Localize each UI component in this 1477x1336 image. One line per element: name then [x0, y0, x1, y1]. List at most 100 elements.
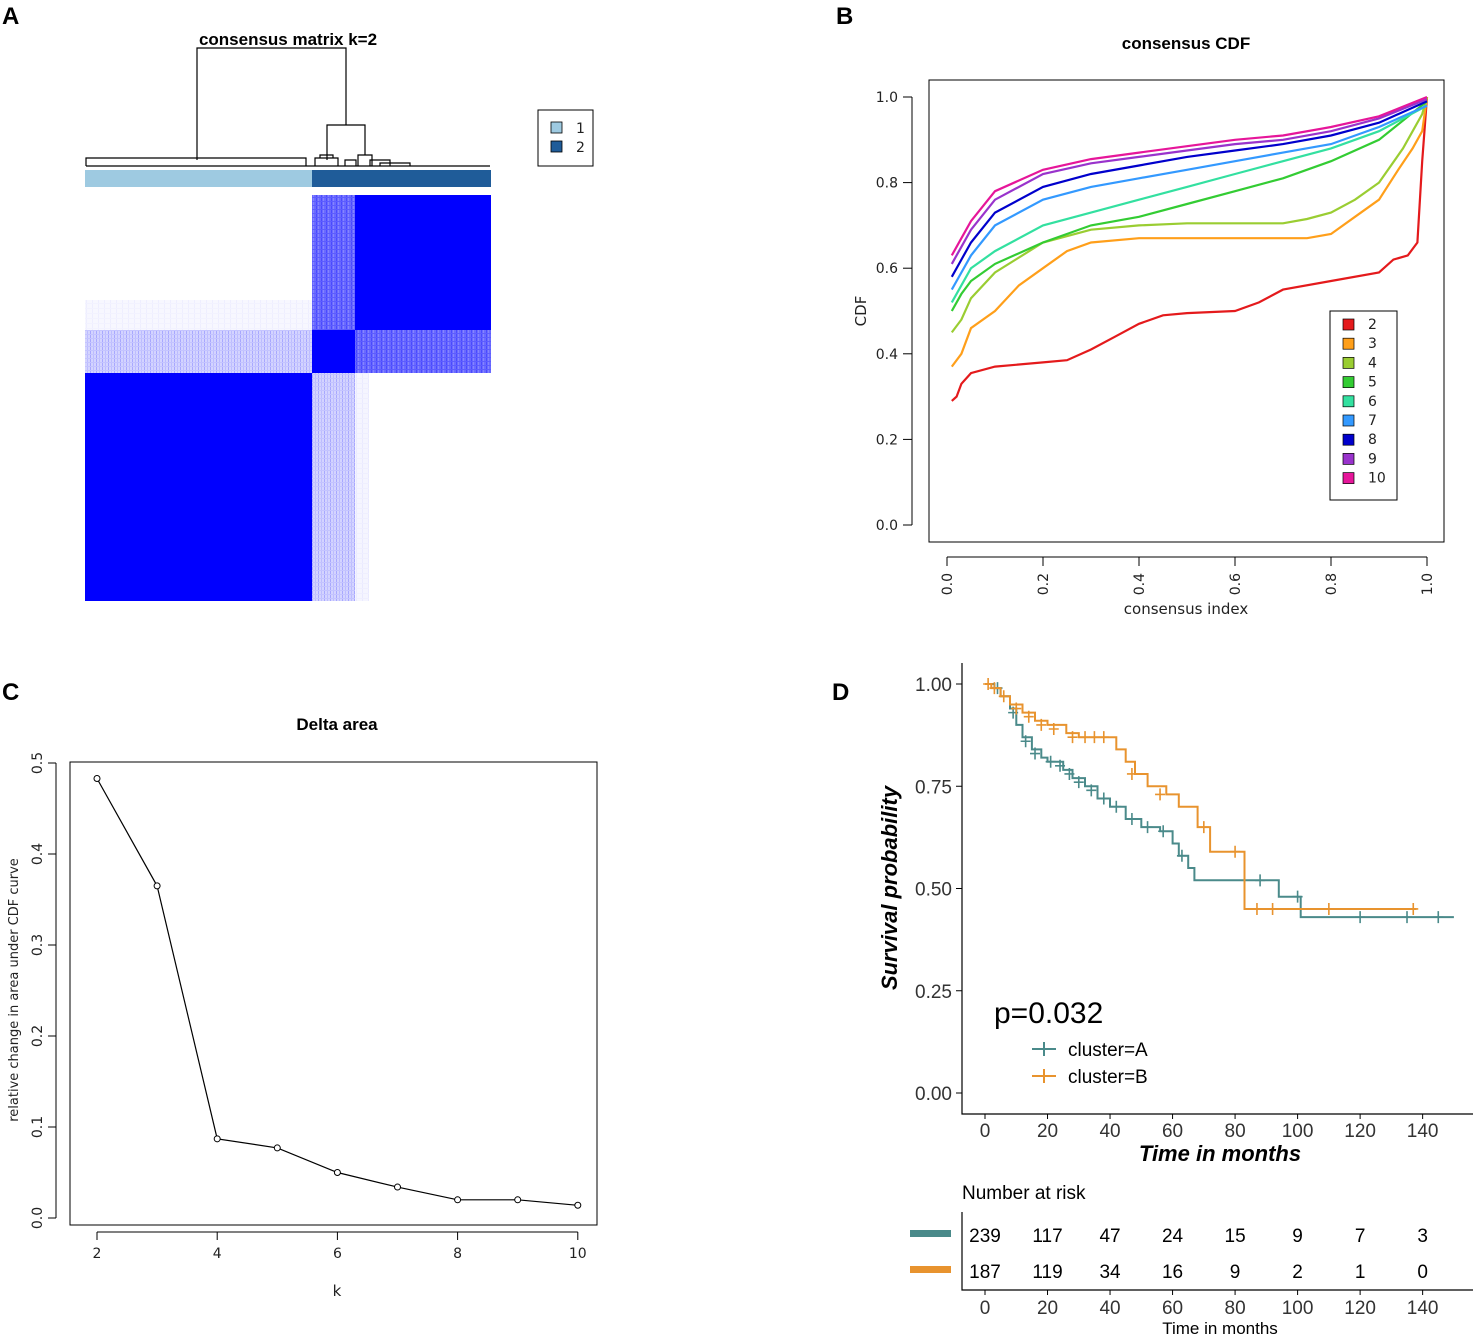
- km-censor-mark: [1111, 800, 1122, 813]
- km-censor-mark: [1048, 722, 1059, 735]
- km-censor-mark: [1126, 767, 1137, 780]
- cdf-legend-swatch-5: [1342, 376, 1355, 388]
- km-censor-mark: [1355, 911, 1366, 924]
- cdf-legend-label-6: 6: [1368, 394, 1377, 410]
- km-censor-mark: [1098, 731, 1109, 744]
- km-censor-mark: [989, 682, 1000, 695]
- legend-label-2: 2: [576, 140, 585, 156]
- delta-y-tick-label: 0.3: [30, 934, 46, 956]
- km-censor-mark: [1080, 731, 1091, 744]
- risk-x-tick-label: 40: [1099, 1298, 1120, 1319]
- km-x-tick-label: 100: [1282, 1121, 1314, 1142]
- delta-ylabel: relative change in area under CDF curve: [7, 858, 22, 1122]
- delta-x-tick-label: 6: [333, 1246, 342, 1262]
- risk-cell: 9: [1230, 1262, 1241, 1283]
- cdf-legend-swatch-9: [1342, 453, 1355, 465]
- delta-series-line: [96, 778, 578, 1206]
- km-censor-mark: [1073, 776, 1084, 789]
- delta-point: [574, 1201, 582, 1209]
- km-legend: cluster=A cluster=B: [1032, 1040, 1148, 1088]
- delta-y-tick-label: 0.4: [30, 843, 46, 865]
- km-curve-b: [985, 683, 1417, 910]
- cdf-legend-label-2: 2: [1368, 317, 1377, 333]
- km-x-tick-label: 20: [1037, 1121, 1058, 1142]
- km-censor-mark: [1402, 911, 1413, 924]
- cdf-legend-swatch-6: [1342, 395, 1355, 408]
- cdf-y-tick-label: 0.4: [876, 347, 898, 363]
- km-censor-mark: [998, 690, 1009, 703]
- km-censor-mark: [1142, 821, 1153, 834]
- cdf-series-7: [950, 104, 1428, 291]
- km-x-tick-label: 140: [1407, 1121, 1439, 1142]
- risk-row-swatch-b: [910, 1266, 951, 1273]
- km-curves: [983, 678, 1454, 924]
- cdf-x-tick-label: 0.2: [1036, 573, 1052, 595]
- km-pvalue: p=0.032: [994, 997, 1103, 1030]
- km-y-tick-label: 1.00: [915, 675, 952, 696]
- delta-y-tick-label: 0.2: [30, 1025, 46, 1047]
- km-censor-mark: [1126, 812, 1137, 825]
- risk-cell: 15: [1225, 1226, 1246, 1247]
- km-censor-mark: [1408, 902, 1419, 915]
- cdf-legend-swatch-7: [1342, 414, 1355, 427]
- km-y-tick-label: 0.25: [915, 982, 952, 1003]
- delta-point: [454, 1196, 462, 1204]
- risk-cell: 117: [1032, 1226, 1062, 1247]
- legend-swatch-1: [550, 121, 563, 134]
- km-censor-mark: [1023, 710, 1034, 723]
- km-censor-mark: [1267, 902, 1278, 915]
- cdf-legend-swatch-8: [1342, 433, 1355, 446]
- delta-title: Delta area: [296, 715, 378, 734]
- delta-point: [394, 1183, 401, 1191]
- panel-label-a: A: [2, 3, 19, 30]
- delta-point: [93, 774, 101, 782]
- km-censor-mark: [1036, 718, 1047, 731]
- cdf-x-tick-label: 1.0: [1420, 573, 1436, 595]
- delta-y-tick-label: 0.1: [30, 1116, 46, 1138]
- km-x-tick-label: 0: [980, 1121, 991, 1142]
- km-legend-label-a: cluster=A: [1068, 1040, 1148, 1061]
- km-censor-mark: [1292, 890, 1303, 903]
- cdf-x-tick-label: 0.8: [1324, 573, 1340, 595]
- cdf-legend-label-3: 3: [1368, 336, 1377, 352]
- delta-x-tick-label: 8: [453, 1246, 462, 1262]
- cdf-x-tick-label: 0.4: [1132, 573, 1148, 595]
- delta-point: [273, 1144, 281, 1152]
- legend-swatch-2: [550, 140, 563, 153]
- km-y-tick-label: 0.50: [915, 880, 952, 901]
- delta-area-chart: Delta area 2 4 6 8 10 0.0 0.1 0.2 0.3 0.4 0.5 k re…: [7, 715, 598, 1300]
- risk-table-title: Number at risk: [962, 1183, 1086, 1204]
- km-censor-mark: [1030, 747, 1041, 760]
- cdf-legend-label-7: 7: [1368, 413, 1377, 429]
- delta-x-tick-label: 4: [213, 1246, 222, 1262]
- cdf-y-tick-label: 0.8: [876, 176, 898, 192]
- legend-label-1: 1: [576, 121, 585, 137]
- cdf-legend-label-8: 8: [1368, 432, 1377, 448]
- cdf-legend-label-9: 9: [1368, 451, 1377, 467]
- cdf-x-tick-label: 0.0: [940, 573, 956, 595]
- cdf-legend: 2 3 4 5 6 7 8 9 10: [1329, 310, 1398, 501]
- cdf-series-8: [950, 100, 1428, 278]
- risk-cell: 2: [1292, 1262, 1303, 1283]
- cdf-legend-swatch-3: [1342, 337, 1355, 350]
- delta-point: [333, 1169, 341, 1176]
- risk-x-tick-label: 80: [1225, 1298, 1246, 1319]
- cdf-legend-swatch-10: [1342, 472, 1355, 484]
- cdf-y-tick-label: 0.2: [876, 432, 898, 448]
- cdf-lines: [950, 95, 1429, 402]
- risk-cell: 239: [969, 1226, 1001, 1247]
- risk-x-tick-label: 120: [1344, 1298, 1376, 1319]
- cdf-series-6: [950, 104, 1428, 303]
- km-y-tick-label: 0.00: [915, 1084, 952, 1105]
- km-axes-lines: [961, 663, 1473, 1115]
- km-censor-mark: [1323, 902, 1334, 915]
- heatmap-title: consensus matrix k=2: [199, 30, 377, 49]
- km-censor-mark: [1086, 784, 1097, 797]
- cdf-frame: [928, 79, 1445, 543]
- cdf-legend-swatch-4: [1342, 357, 1355, 369]
- km-censor-mark: [1255, 874, 1266, 887]
- cdf-series-9: [950, 98, 1428, 265]
- cdf-ylabel: CDF: [852, 296, 870, 327]
- panel-label-b: B: [836, 3, 853, 30]
